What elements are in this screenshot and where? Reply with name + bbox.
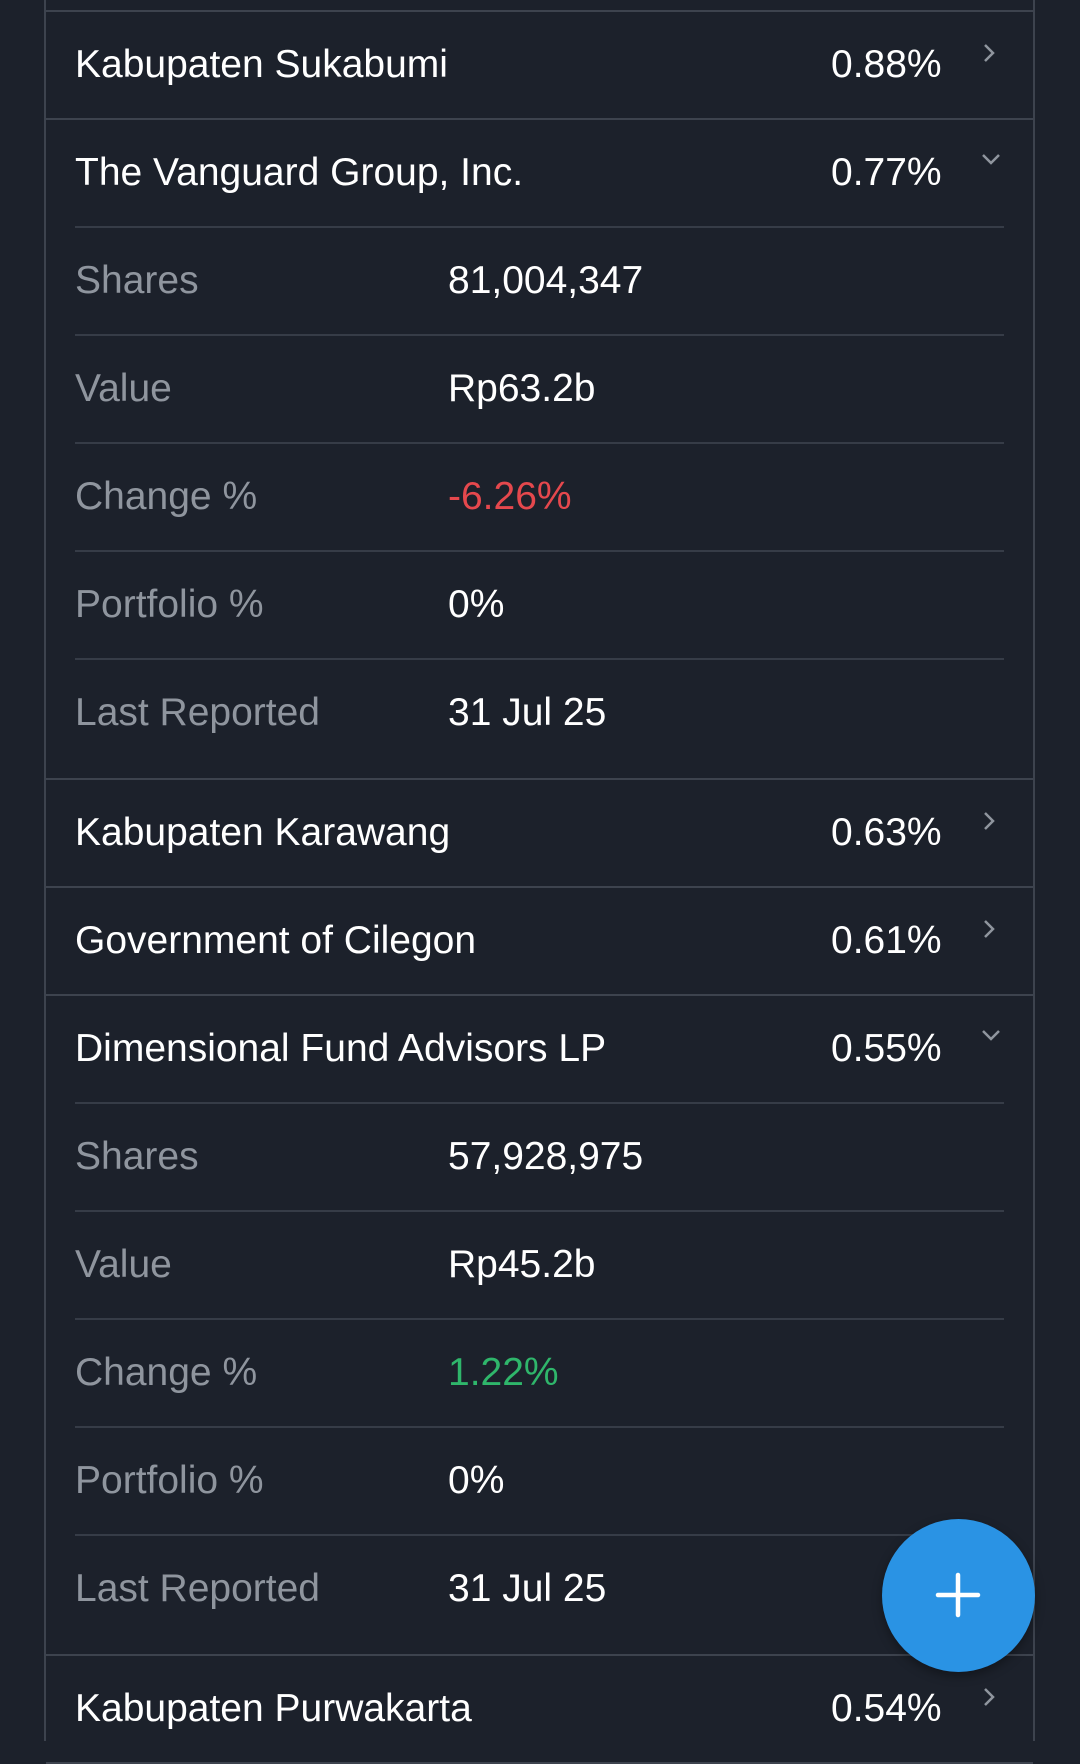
add-button[interactable] xyxy=(882,1519,1035,1672)
detail-label: Shares xyxy=(75,1135,199,1178)
chevron-right-icon[interactable] xyxy=(963,780,1033,886)
holder-details: Shares 57,928,975 Value Rp45.2b Change %… xyxy=(46,1102,1033,1654)
detail-label: Shares xyxy=(75,259,199,302)
holder-row: Government of Cilegon 0.61% xyxy=(46,888,1033,996)
list-top-edge xyxy=(46,0,1033,12)
plus-icon xyxy=(935,1572,981,1618)
holder-name: Kabupaten Purwakarta xyxy=(75,1687,472,1730)
detail-row-portfolio: Portfolio % 0% xyxy=(75,550,1004,658)
chevron-right-icon[interactable] xyxy=(963,12,1033,118)
detail-value: 81,004,347 xyxy=(448,259,644,302)
holder-percent: 0.54% xyxy=(831,1687,942,1730)
holder-name: Kabupaten Karawang xyxy=(75,811,451,854)
holder-percent: 0.77% xyxy=(831,151,942,194)
holder-header[interactable]: Dimensional Fund Advisors LP 0.55% xyxy=(46,996,1033,1102)
detail-row-change: Change % -6.26% xyxy=(75,442,1004,550)
institutional-holders-list: Kabupaten Sukabumi 0.88% The Vanguard Gr… xyxy=(44,0,1035,1764)
holder-name: The Vanguard Group, Inc. xyxy=(75,151,524,194)
detail-row-shares: Shares 81,004,347 xyxy=(75,226,1004,334)
detail-label: Last Reported xyxy=(75,1567,320,1610)
holder-percent: 0.55% xyxy=(831,1027,942,1070)
detail-label: Value xyxy=(75,1243,172,1286)
holder-header[interactable]: Government of Cilegon 0.61% xyxy=(46,888,1033,994)
holder-percent: 0.61% xyxy=(831,919,942,962)
detail-value: 57,928,975 xyxy=(448,1135,644,1178)
detail-label: Portfolio % xyxy=(75,1459,264,1502)
holder-row: Kabupaten Karawang 0.63% xyxy=(46,780,1033,888)
detail-label: Last Reported xyxy=(75,691,320,734)
holder-header[interactable]: Kabupaten Sukabumi 0.88% xyxy=(46,12,1033,118)
holder-header[interactable]: Kabupaten Purwakarta 0.54% xyxy=(46,1656,1033,1762)
detail-row-last-reported: Last Reported 31 Jul 25 xyxy=(75,1534,1004,1642)
holder-percent: 0.88% xyxy=(831,43,942,86)
holder-header[interactable]: The Vanguard Group, Inc. 0.77% xyxy=(46,120,1033,226)
chevron-right-icon[interactable] xyxy=(963,1656,1033,1762)
detail-label: Change % xyxy=(75,475,258,518)
holder-row: Kabupaten Sukabumi 0.88% xyxy=(46,12,1033,120)
holder-row: Kabupaten Purwakarta 0.54% xyxy=(46,1656,1033,1764)
detail-row-value: Value Rp63.2b xyxy=(75,334,1004,442)
detail-row-shares: Shares 57,928,975 xyxy=(75,1102,1004,1210)
holder-row: Dimensional Fund Advisors LP 0.55% Share… xyxy=(46,996,1033,1656)
chevron-down-icon[interactable] xyxy=(963,120,1033,226)
detail-row-value: Value Rp45.2b xyxy=(75,1210,1004,1318)
holder-percent: 0.63% xyxy=(831,811,942,854)
detail-label: Change % xyxy=(75,1351,258,1394)
detail-row-portfolio: Portfolio % 0% xyxy=(75,1426,1004,1534)
chevron-right-icon[interactable] xyxy=(963,888,1033,994)
holder-name: Government of Cilegon xyxy=(75,919,477,962)
detail-row-change: Change % 1.22% xyxy=(75,1318,1004,1426)
detail-value: Rp45.2b xyxy=(448,1243,596,1286)
detail-label: Value xyxy=(75,367,172,410)
detail-row-last-reported: Last Reported 31 Jul 25 xyxy=(75,658,1004,766)
holder-name: Dimensional Fund Advisors LP xyxy=(75,1027,607,1070)
detail-value-change: 1.22% xyxy=(448,1351,559,1394)
holder-header[interactable]: Kabupaten Karawang 0.63% xyxy=(46,780,1033,886)
detail-value: 31 Jul 25 xyxy=(448,1567,607,1610)
detail-label: Portfolio % xyxy=(75,583,264,626)
detail-value: 0% xyxy=(448,1459,505,1502)
chevron-down-icon[interactable] xyxy=(963,996,1033,1102)
detail-value-change: -6.26% xyxy=(448,475,572,518)
holder-details: Shares 81,004,347 Value Rp63.2b Change %… xyxy=(46,226,1033,778)
detail-value: Rp63.2b xyxy=(448,367,596,410)
holder-row: The Vanguard Group, Inc. 0.77% Shares 81… xyxy=(46,120,1033,780)
detail-value: 31 Jul 25 xyxy=(448,691,607,734)
detail-value: 0% xyxy=(448,583,505,626)
holder-name: Kabupaten Sukabumi xyxy=(75,43,448,86)
